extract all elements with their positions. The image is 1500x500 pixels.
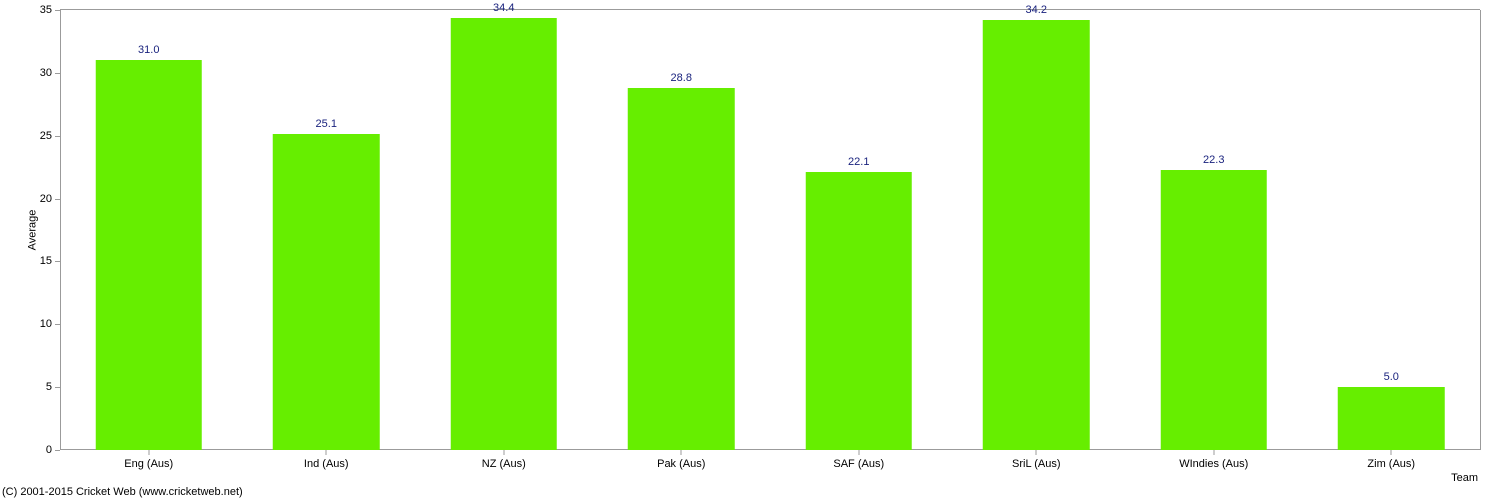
bar [983, 20, 1090, 450]
plot-area: 05101520253035 Average Team 31.0Eng (Aus… [60, 10, 1480, 450]
x-tick [1213, 450, 1214, 455]
y-tick-label: 15 [40, 255, 52, 267]
x-axis-title: Team [1451, 472, 1478, 484]
x-tick-label: SriL (Aus) [1012, 458, 1061, 470]
bar-value-label: 31.0 [138, 44, 159, 56]
bar [1338, 387, 1445, 450]
x-tick-label: Eng (Aus) [124, 458, 173, 470]
bar [273, 134, 380, 450]
y-tick-label: 10 [40, 318, 52, 330]
x-tick-label: Zim (Aus) [1367, 458, 1415, 470]
bar-value-label: 5.0 [1384, 371, 1399, 383]
x-axis-right-cap [1480, 10, 1481, 450]
x-tick-label: Ind (Aus) [304, 458, 349, 470]
bar-slot: 34.2SriL (Aus) [948, 10, 1126, 450]
chart-container: 05101520253035 Average Team 31.0Eng (Aus… [0, 0, 1500, 500]
x-tick [1036, 450, 1037, 455]
y-axis-title: Average [26, 210, 38, 251]
bar-slot: 22.3WIndies (Aus) [1125, 10, 1303, 450]
bar-value-label: 22.1 [848, 156, 869, 168]
bar [806, 172, 913, 450]
bar-slot: 31.0Eng (Aus) [60, 10, 238, 450]
bar-value-label: 25.1 [316, 118, 337, 130]
y-tick-label: 20 [40, 193, 52, 205]
x-tick [1391, 450, 1392, 455]
bar-value-label: 34.4 [493, 2, 514, 14]
y-tick-label: 30 [40, 67, 52, 79]
bar-slot: 22.1SAF (Aus) [770, 10, 948, 450]
x-tick-label: Pak (Aus) [657, 458, 705, 470]
bar [628, 88, 735, 450]
y-tick-label: 5 [46, 381, 52, 393]
bar-slot: 5.0Zim (Aus) [1303, 10, 1481, 450]
x-tick-label: SAF (Aus) [833, 458, 884, 470]
bar-slot: 25.1Ind (Aus) [238, 10, 416, 450]
x-tick [148, 450, 149, 455]
bar [451, 18, 558, 450]
bar-slot: 28.8Pak (Aus) [593, 10, 771, 450]
y-tick-label: 35 [40, 4, 52, 16]
x-tick [326, 450, 327, 455]
x-tick-label: WIndies (Aus) [1179, 458, 1248, 470]
y-tick [55, 450, 60, 451]
bar-slot: 34.4NZ (Aus) [415, 10, 593, 450]
x-tick [858, 450, 859, 455]
bar [1161, 170, 1268, 450]
x-tick-label: NZ (Aus) [482, 458, 526, 470]
y-tick-label: 0 [46, 444, 52, 456]
bar-value-label: 22.3 [1203, 154, 1224, 166]
copyright-text: (C) 2001-2015 Cricket Web (www.cricketwe… [2, 486, 243, 498]
bar-value-label: 28.8 [671, 72, 692, 84]
x-tick [681, 450, 682, 455]
y-tick-label: 25 [40, 130, 52, 142]
x-tick [503, 450, 504, 455]
bar-value-label: 34.2 [1026, 4, 1047, 16]
bar [96, 60, 203, 450]
